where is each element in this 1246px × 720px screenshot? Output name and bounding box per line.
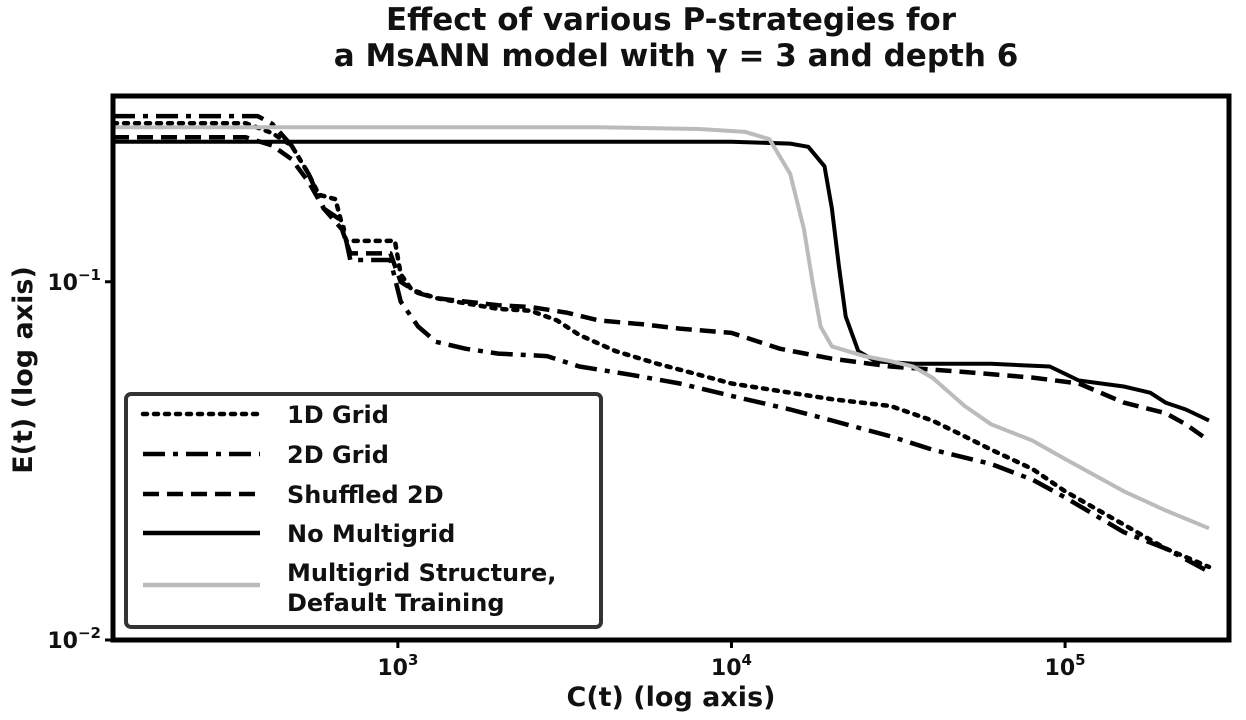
y-axis-label: E(t) (log axis)	[8, 266, 39, 474]
legend-label-5: Multigrid Structure, Default Training	[287, 559, 556, 617]
x-tick-label-2: 104	[711, 651, 752, 681]
x-axis-label: C(t) (log axis)	[567, 682, 776, 713]
ticks-layer: 103 104 105 10−1 10−2	[47, 266, 1085, 681]
legend-label-2: 2D Grid	[287, 441, 389, 469]
plot-frame	[110, 93, 1232, 643]
series-line-5	[113, 125, 1210, 531]
legend: 1D Grid 2D Grid Shuffled 2D No Multigrid Mul…	[124, 392, 603, 629]
x-tick-label-3: 105	[1045, 651, 1086, 681]
chart-title-line-2: a MsANN model with γ = 3 and depth 6	[334, 38, 1019, 74]
series-line-2	[113, 113, 1211, 574]
x-tick-label-1: 103	[377, 651, 418, 681]
legend-label-3: Shuffled 2D	[287, 481, 444, 509]
series-line-1	[113, 120, 1212, 570]
series-line-4	[113, 139, 1210, 423]
series-layer	[113, 113, 1212, 574]
series-line-3	[113, 135, 1211, 443]
y-tick-label-2: 10−2	[47, 624, 101, 654]
legend-label-4: No Multigrid	[287, 520, 455, 548]
legend-label-1: 1D Grid	[287, 401, 389, 429]
chart-title-line-1: Effect of various P-strategies for	[386, 2, 957, 38]
y-tick-label-1: 10−1	[47, 266, 101, 296]
